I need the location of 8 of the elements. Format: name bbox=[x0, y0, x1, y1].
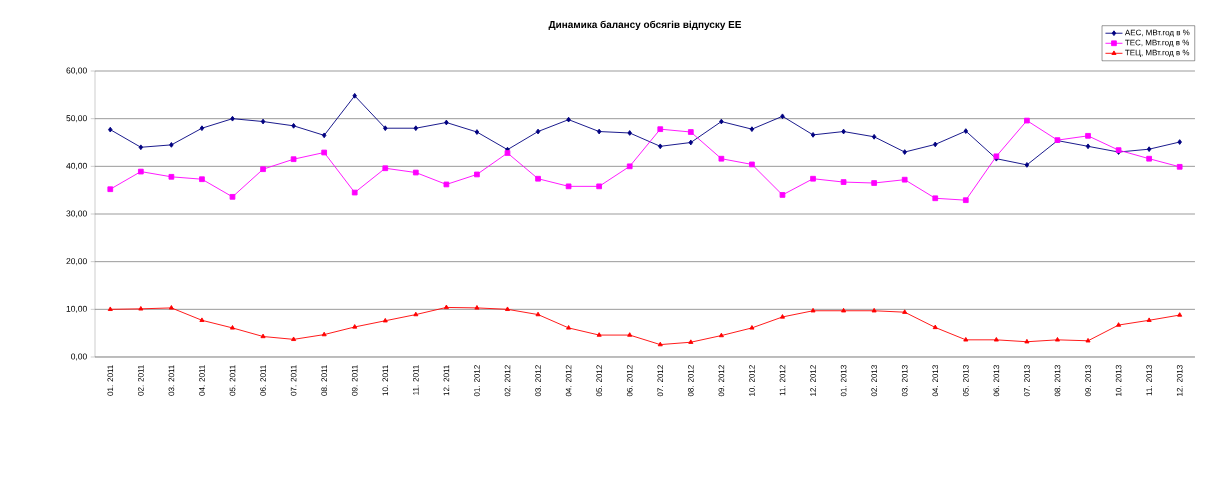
y-tick-label: 0,00 bbox=[71, 353, 87, 361]
y-tick-label: 20,00 bbox=[66, 258, 87, 266]
y-tick-label: 10,00 bbox=[66, 305, 87, 313]
y-tick-label: 30,00 bbox=[66, 210, 87, 218]
y-tick-label: 50,00 bbox=[66, 115, 87, 123]
y-tick-label: 40,00 bbox=[66, 162, 87, 170]
chart-title: Динамика балансу обсягів відпуску ЕЕ bbox=[548, 20, 742, 31]
y-tick-label: 60,00 bbox=[66, 67, 87, 75]
